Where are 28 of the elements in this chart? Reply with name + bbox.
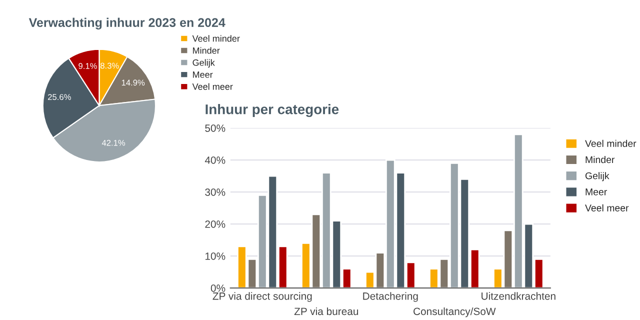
y-tick-label: 20% xyxy=(205,220,226,228)
legend-label: Veel meer xyxy=(585,204,629,212)
data-label: 42.1% xyxy=(102,140,126,146)
y-tick-label: 50% xyxy=(205,124,226,132)
legend-label: Minder xyxy=(193,47,220,54)
data-label: 9.1% xyxy=(78,63,97,69)
x-tick-label: Uitzendkrachten xyxy=(482,292,556,300)
x-tick-label: ZP via bureau xyxy=(294,307,358,316)
legend-label: Veel minder xyxy=(585,140,636,147)
y-tick-label: 30% xyxy=(205,188,226,196)
legend-label: Meer xyxy=(193,72,213,78)
legend-label: Veel minder xyxy=(192,35,240,42)
legend-label: Minder xyxy=(586,156,615,164)
y-tick-label: 10% xyxy=(205,252,226,260)
legend-label: Gelijk xyxy=(585,172,610,182)
legend-label: Gelijk xyxy=(192,59,215,68)
data-label: 8.3% xyxy=(100,62,119,69)
legend-label: Veel meer xyxy=(192,83,233,90)
y-tick-label: 0% xyxy=(210,284,226,292)
x-tick-label: Detachering xyxy=(363,292,418,302)
chart-title: Verwachting inhuur 2023 en 2024 xyxy=(28,18,226,30)
x-tick-label: ZP via direct sourcing xyxy=(212,292,312,302)
x-tick-label: Consultancy/SoW xyxy=(414,307,496,318)
legend-label: Meer xyxy=(586,188,607,196)
y-tick-label: 40% xyxy=(204,156,226,164)
data-label: 25.6% xyxy=(48,94,71,100)
chart-title: Inhuur per categorie xyxy=(206,104,339,118)
data-label: 14.9% xyxy=(122,80,145,86)
